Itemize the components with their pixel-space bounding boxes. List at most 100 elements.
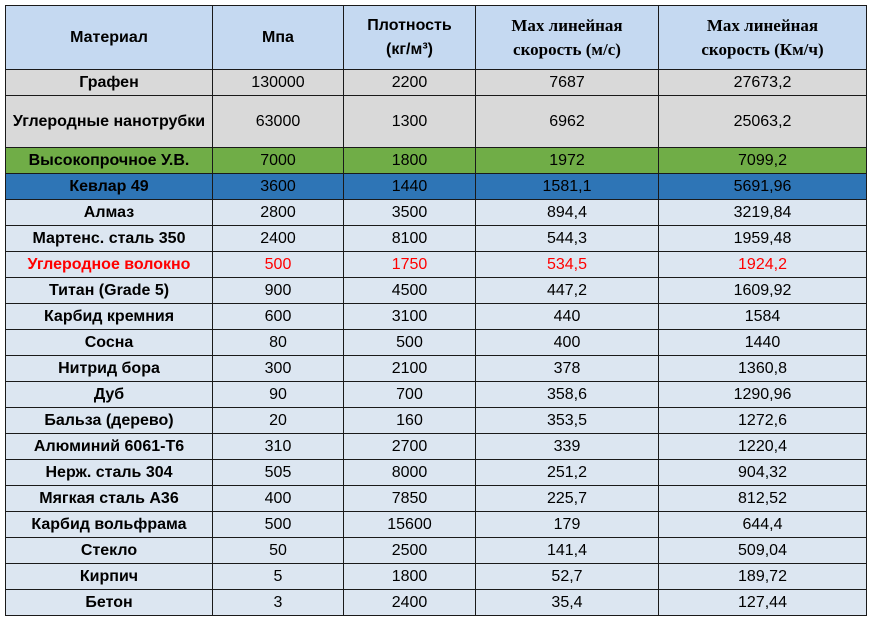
cell-speed-kmh: 127,44: [658, 589, 867, 616]
cell-material: Мягкая сталь A36: [5, 485, 213, 512]
cell-speed-ms: 7687: [475, 69, 659, 96]
cell-speed-ms: 251,2: [475, 459, 659, 486]
cell-speed-kmh: 509,04: [658, 537, 867, 564]
cell-mpa: 310: [212, 433, 344, 460]
cell-density: 2200: [343, 69, 476, 96]
table-row: Углеродные нанотрубки 63000 1300 6962 25063,…: [5, 95, 867, 148]
table-row: Титан (Grade 5) 900 4500 447,2 1609,92: [5, 277, 867, 304]
cell-density: 2700: [343, 433, 476, 460]
header-speed-ms-line1: Max линейная: [511, 15, 623, 35]
cell-mpa: 90: [212, 381, 344, 408]
cell-speed-ms: 141,4: [475, 537, 659, 564]
cell-speed-ms: 440: [475, 303, 659, 330]
table-row: Мягкая сталь A36 400 7850 225,7 812,52: [5, 485, 867, 512]
cell-mpa: 2800: [212, 199, 344, 226]
cell-material: Высокопрочное У.В.: [5, 147, 213, 174]
table-row: Карбид кремния 600 3100 440 1584: [5, 303, 867, 330]
cell-speed-ms: 225,7: [475, 485, 659, 512]
cell-density: 3100: [343, 303, 476, 330]
cell-speed-kmh: 7099,2: [658, 147, 867, 174]
cell-speed-ms: 179: [475, 511, 659, 538]
header-speed-kmh-line2: скорость (Км/ч): [701, 39, 824, 59]
cell-material: Алюминий 6061-T6: [5, 433, 213, 460]
cell-material: Титан (Grade 5): [5, 277, 213, 304]
cell-speed-ms: 1581,1: [475, 173, 659, 200]
cell-speed-ms: 358,6: [475, 381, 659, 408]
cell-density: 8100: [343, 225, 476, 252]
cell-mpa: 900: [212, 277, 344, 304]
cell-speed-ms: 52,7: [475, 563, 659, 590]
cell-material: Графен: [5, 69, 213, 96]
cell-material: Карбид вольфрама: [5, 511, 213, 538]
cell-mpa: 80: [212, 329, 344, 356]
cell-density: 3500: [343, 199, 476, 226]
header-mpa: Мпа: [212, 5, 344, 70]
cell-material: Углеродное волокно: [5, 251, 213, 278]
cell-mpa: 505: [212, 459, 344, 486]
header-row: Материал Мпа Плотность (кг/м³) Max линей…: [5, 5, 867, 70]
table-row: Алмаз 2800 3500 894,4 3219,84: [5, 199, 867, 226]
cell-speed-kmh: 3219,84: [658, 199, 867, 226]
table-row: Графен 130000 2200 7687 27673,2: [5, 69, 867, 96]
cell-material: Мартенс. сталь 350: [5, 225, 213, 252]
cell-density: 2100: [343, 355, 476, 382]
cell-speed-ms: 447,2: [475, 277, 659, 304]
cell-density: 8000: [343, 459, 476, 486]
cell-speed-kmh: 904,32: [658, 459, 867, 486]
cell-speed-ms: 6962: [475, 95, 659, 148]
cell-mpa: 3: [212, 589, 344, 616]
table-row: Дуб 90 700 358,6 1290,96: [5, 381, 867, 408]
cell-density: 1800: [343, 147, 476, 174]
cell-speed-kmh: 25063,2: [658, 95, 867, 148]
cell-speed-ms: 894,4: [475, 199, 659, 226]
cell-material: Сосна: [5, 329, 213, 356]
table-row: Нерж. сталь 304 505 8000 251,2 904,32: [5, 459, 867, 486]
cell-speed-ms: 339: [475, 433, 659, 460]
cell-material: Стекло: [5, 537, 213, 564]
cell-density: 160: [343, 407, 476, 434]
cell-mpa: 300: [212, 355, 344, 382]
cell-material: Бетон: [5, 589, 213, 616]
cell-density: 1750: [343, 251, 476, 278]
cell-speed-ms: 378: [475, 355, 659, 382]
table-row: Бетон 3 2400 35,4 127,44: [5, 589, 867, 616]
cell-speed-ms: 35,4: [475, 589, 659, 616]
cell-speed-kmh: 1220,4: [658, 433, 867, 460]
cell-speed-kmh: 1609,92: [658, 277, 867, 304]
header-speed-ms: Max линейная скорость (м/с): [475, 5, 659, 70]
cell-speed-kmh: 644,4: [658, 511, 867, 538]
cell-material: Алмаз: [5, 199, 213, 226]
table-row: Алюминий 6061-T6 310 2700 339 1220,4: [5, 433, 867, 460]
cell-mpa: 2400: [212, 225, 344, 252]
cell-speed-kmh: 1959,48: [658, 225, 867, 252]
table-row: Карбид вольфрама 500 15600 179 644,4: [5, 511, 867, 538]
header-density: Плотность (кг/м³): [343, 5, 476, 70]
cell-speed-kmh: 189,72: [658, 563, 867, 590]
cell-speed-kmh: 1290,96: [658, 381, 867, 408]
cell-speed-kmh: 812,52: [658, 485, 867, 512]
table-row: Углеродное волокно 500 1750 534,5 1924,2: [5, 251, 867, 278]
table-body: Графен 130000 2200 7687 27673,2 Углеродные на…: [5, 69, 867, 616]
cell-speed-kmh: 27673,2: [658, 69, 867, 96]
cell-material: Бальза (дерево): [5, 407, 213, 434]
header-density-line2: (кг/м³): [386, 40, 433, 58]
cell-speed-kmh: 1584: [658, 303, 867, 330]
header-speed-kmh: Max линейная скорость (Км/ч): [658, 5, 867, 70]
cell-speed-ms: 353,5: [475, 407, 659, 434]
header-speed-ms-line2: скорость (м/с): [513, 39, 621, 59]
cell-density: 1300: [343, 95, 476, 148]
cell-speed-ms: 400: [475, 329, 659, 356]
cell-density: 7850: [343, 485, 476, 512]
cell-speed-kmh: 1440: [658, 329, 867, 356]
cell-speed-kmh: 5691,96: [658, 173, 867, 200]
cell-material: Кевлар 49: [5, 173, 213, 200]
cell-material: Нерж. сталь 304: [5, 459, 213, 486]
cell-material: Карбид кремния: [5, 303, 213, 330]
cell-density: 2500: [343, 537, 476, 564]
table-row: Высокопрочное У.В. 7000 1800 1972 7099,2: [5, 147, 867, 174]
cell-mpa: 500: [212, 251, 344, 278]
cell-material: Кирпич: [5, 563, 213, 590]
table-row: Мартенс. сталь 350 2400 8100 544,3 1959,48: [5, 225, 867, 252]
cell-speed-ms: 534,5: [475, 251, 659, 278]
header-material: Материал: [5, 5, 213, 70]
